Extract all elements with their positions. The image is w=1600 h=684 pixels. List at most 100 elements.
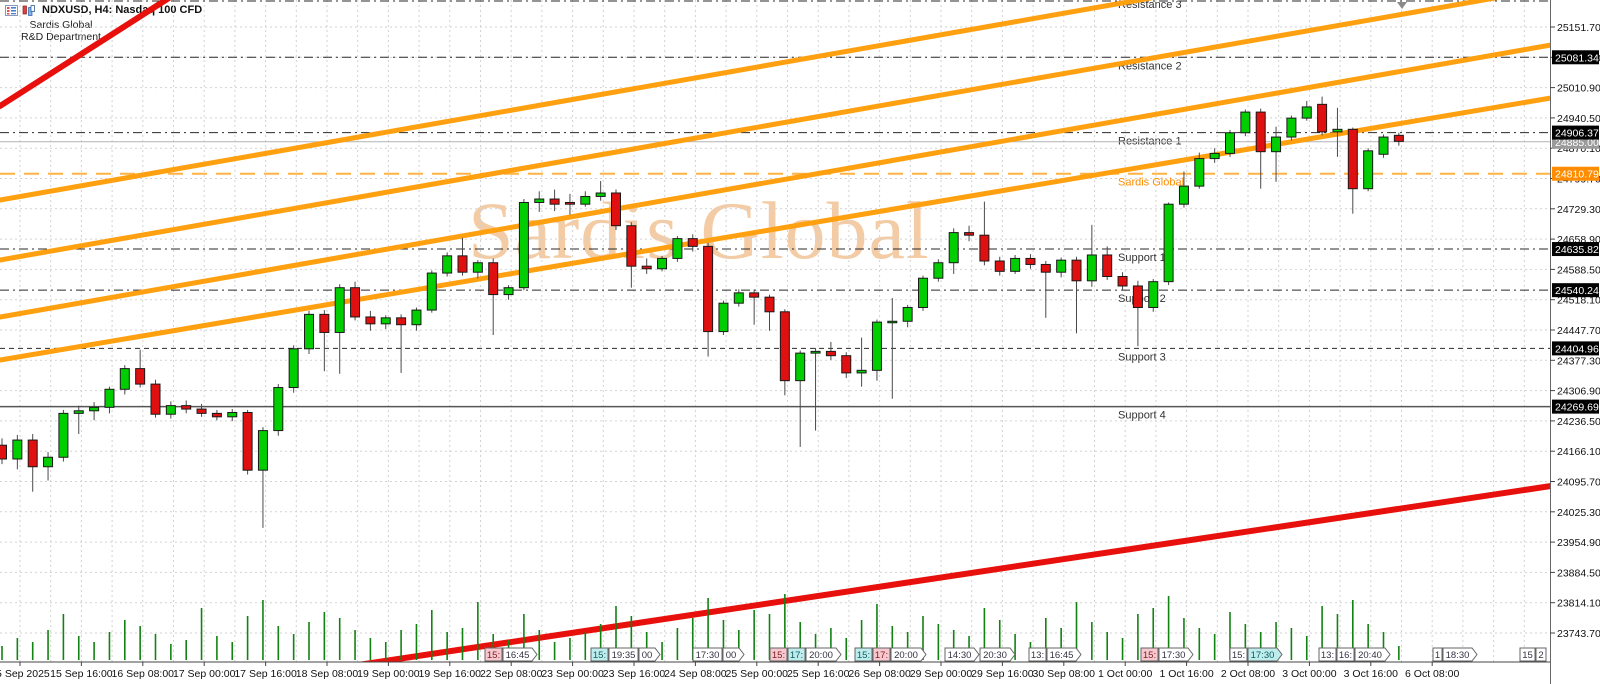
time-flag[interactable]	[944, 647, 980, 662]
candle	[1040, 263, 1051, 273]
market-watch-icon[interactable]	[5, 4, 18, 16]
candle	[380, 317, 391, 325]
candle	[764, 296, 775, 313]
time-flag[interactable]	[590, 647, 609, 662]
grid-lines	[0, 0, 1550, 662]
level-badge-support-2-bg	[1552, 283, 1599, 298]
time-tick-label: 22 Sep 08:00	[480, 668, 543, 680]
candle	[196, 408, 207, 414]
time-flag[interactable]	[769, 647, 788, 662]
time-flag[interactable]	[1535, 647, 1547, 662]
candle	[1178, 185, 1189, 205]
time-flag[interactable]	[1028, 647, 1047, 662]
candle	[503, 287, 514, 296]
time-tick-label: 6 Oct 08:00	[1405, 668, 1459, 680]
time-flag[interactable]	[1432, 647, 1443, 662]
time-flag[interactable]	[608, 647, 639, 662]
candle	[1286, 117, 1297, 138]
time-flag[interactable]	[1354, 647, 1391, 662]
time-flag-text: 15:	[487, 650, 500, 661]
time-flag[interactable]	[1229, 647, 1248, 662]
candle	[426, 272, 437, 311]
chart-type-icon[interactable]	[22, 4, 35, 16]
time-flag-text: 16:45	[506, 650, 530, 661]
time-flag[interactable]	[1519, 647, 1536, 662]
level-badge-support-4: 24269.69	[1555, 402, 1599, 414]
brand-line-2: R&D Department	[21, 30, 101, 43]
time-flag[interactable]	[638, 647, 661, 662]
time-tick-label: 25 Sep 00:00	[726, 668, 789, 680]
orange-trendline-3[interactable]	[0, 42, 1551, 320]
candle	[672, 238, 683, 259]
time-tick-label: 18 Sep 08:00	[296, 668, 359, 680]
time-tick-label: 24 Sep 08:00	[664, 668, 727, 680]
candle	[795, 352, 806, 382]
time-flag[interactable]	[1046, 647, 1082, 662]
time-flag[interactable]	[890, 647, 927, 662]
candle	[442, 255, 453, 274]
orange-trendline-2[interactable]	[0, 0, 1512, 263]
brand-line-1: Sardis Global	[29, 19, 93, 31]
level-badge-resistance-2-bg	[1552, 50, 1599, 65]
time-flag[interactable]	[1247, 647, 1283, 662]
time-flag[interactable]	[1318, 647, 1337, 662]
candle	[580, 195, 591, 205]
level-badge-resistance-1: 24906.37	[1555, 128, 1599, 140]
candle	[534, 198, 545, 203]
time-flag[interactable]	[1140, 647, 1159, 662]
orange-trendline-4[interactable]	[0, 95, 1551, 363]
time-flag-text: 00	[726, 650, 737, 661]
candle	[1209, 152, 1220, 160]
red-trendline-6[interactable]	[338, 483, 1551, 668]
time-flag-text: 1	[1435, 650, 1440, 661]
price-tick-label: 24025.30	[1557, 507, 1600, 519]
candle	[0, 444, 7, 460]
watermark-text: Sardis Global	[468, 185, 930, 276]
candle	[150, 383, 161, 415]
candle	[1086, 254, 1097, 282]
candle	[89, 406, 100, 412]
price-tick-label: 23814.10	[1557, 598, 1600, 610]
time-flag[interactable]	[872, 647, 891, 662]
level-badge-support-2: 24540.24	[1555, 285, 1599, 297]
red-trendline-5[interactable]	[0, 0, 172, 109]
time-flag[interactable]	[787, 647, 806, 662]
time-flag-text: 17:30	[696, 650, 720, 661]
candle	[733, 292, 744, 304]
time-flag[interactable]	[1442, 647, 1478, 662]
time-flag[interactable]	[854, 647, 873, 662]
time-tick-label: 16 Sep 08:00	[112, 668, 175, 680]
time-flag-text: 18:30	[1446, 650, 1470, 661]
price-tick-label: 24377.30	[1557, 355, 1600, 367]
level-badge-sardis-global-bg	[1552, 166, 1599, 181]
chart-title-bar: NDXUSD, H4: Nasdaq 100 CFD	[5, 4, 202, 16]
time-flag-text: 15:	[772, 650, 785, 661]
price-tick-label: 24447.70	[1557, 325, 1600, 337]
chart-shift-marker-icon[interactable]	[1397, 2, 1407, 9]
level-badge-resistance-2: 25081.34	[1555, 52, 1599, 64]
candle	[1056, 259, 1067, 273]
time-flag-text: 15:	[857, 650, 870, 661]
candle	[227, 412, 238, 418]
time-flag[interactable]	[502, 647, 538, 662]
time-flag[interactable]	[692, 647, 723, 662]
time-tick-label: 25 Sep 16:00	[787, 668, 850, 680]
price-tick-label: 23884.50	[1557, 567, 1600, 579]
level-badge-support-3-bg	[1552, 341, 1599, 356]
candle	[841, 355, 852, 374]
time-tick-label: 17 Sep 00:00	[173, 668, 236, 680]
time-flag[interactable]	[722, 647, 745, 662]
candle	[12, 439, 23, 460]
bid-price-badge: 24885.00	[1555, 137, 1599, 149]
time-flag-text: 17:30	[1251, 650, 1275, 661]
orange-trendline-1[interactable]	[0, 0, 1162, 203]
time-flag[interactable]	[805, 647, 842, 662]
candle	[165, 405, 176, 415]
time-flag[interactable]	[1158, 647, 1194, 662]
time-flag-text: 17:	[790, 650, 803, 661]
time-flag[interactable]	[979, 647, 1016, 662]
time-flag[interactable]	[1336, 647, 1355, 662]
time-flag[interactable]	[484, 647, 503, 662]
